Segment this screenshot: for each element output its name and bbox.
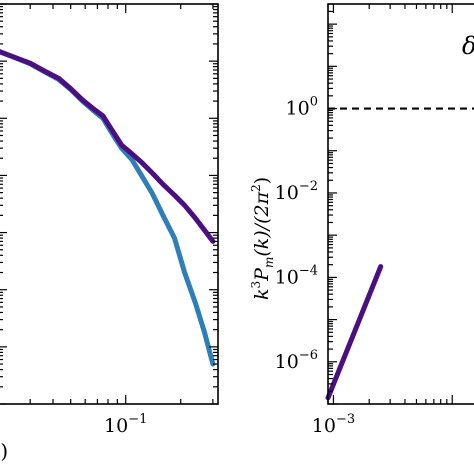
right-ylabel: k3Pm(k)/(2π2) (249, 177, 276, 300)
left-x-tick-label-0: 10−1 (104, 412, 147, 437)
right-series-group (325, 264, 384, 401)
right-ticks-group (327, 3, 453, 405)
left-series-line-1 (0, 49, 216, 244)
right-panel: 100 10−2 10−4 10−6 10−3 δ k3Pm(k)/(2π2) (249, 3, 474, 437)
left-series-group (0, 49, 216, 367)
right-x-tick-label-0: 10−3 (312, 412, 355, 437)
right-series-line-0 (325, 264, 384, 401)
left-ticks-group (0, 3, 218, 405)
left-panel: 10−1 ·) (0, 3, 219, 463)
right-annotation: δ (462, 32, 474, 60)
right-y-tick-label-2: 10−4 (275, 263, 318, 288)
left-series-line-0 (0, 49, 216, 367)
right-y-tick-labels: 100 10−2 10−4 10−6 (275, 95, 318, 373)
right-y-tick-label-3: 10−6 (275, 348, 318, 373)
right-x-tick-labels: 10−3 (312, 412, 355, 437)
right-axes-frame (327, 3, 474, 405)
left-xlabel-fragment: ·) (0, 439, 8, 463)
left-x-tick-labels: 10−1 (104, 412, 147, 437)
left-axes-frame (0, 3, 219, 405)
right-y-tick-label-0: 100 (286, 95, 318, 120)
right-y-tick-label-1: 10−2 (275, 179, 318, 204)
